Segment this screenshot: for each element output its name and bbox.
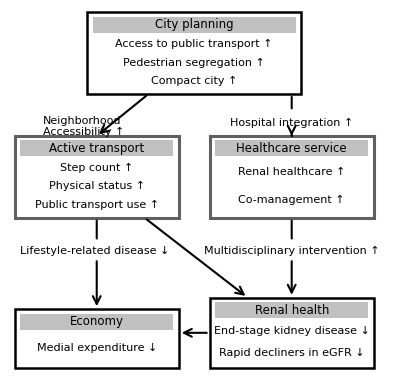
Text: Step count ↑: Step count ↑: [60, 163, 133, 173]
Text: Renal health: Renal health: [254, 304, 329, 317]
Text: Medial expenditure ↓: Medial expenditure ↓: [36, 343, 157, 353]
FancyBboxPatch shape: [215, 302, 368, 318]
FancyBboxPatch shape: [210, 136, 374, 218]
Text: Lifestyle-related disease ↓: Lifestyle-related disease ↓: [20, 246, 170, 256]
Text: Access to public transport ↑: Access to public transport ↑: [116, 39, 273, 49]
FancyBboxPatch shape: [93, 17, 296, 33]
Text: Compact city ↑: Compact city ↑: [151, 76, 238, 86]
Text: Rapid decliners in eGFR ↓: Rapid decliners in eGFR ↓: [219, 348, 364, 358]
Text: Pedestrian segregation ↑: Pedestrian segregation ↑: [123, 58, 265, 68]
FancyBboxPatch shape: [215, 141, 368, 156]
FancyBboxPatch shape: [14, 136, 179, 218]
Text: Economy: Economy: [70, 315, 124, 328]
FancyBboxPatch shape: [87, 12, 301, 94]
Text: Neighborhood
Accessibility ↑: Neighborhood Accessibility ↑: [43, 115, 124, 137]
Text: End-stage kidney disease ↓: End-stage kidney disease ↓: [214, 326, 370, 336]
Text: City planning: City planning: [155, 19, 234, 31]
FancyBboxPatch shape: [20, 141, 173, 156]
Text: Physical status ↑: Physical status ↑: [49, 181, 145, 191]
FancyBboxPatch shape: [14, 309, 179, 368]
Text: Active transport: Active transport: [49, 142, 144, 155]
Text: Hospital integration ↑: Hospital integration ↑: [230, 118, 353, 128]
Text: Co-management ↑: Co-management ↑: [238, 195, 345, 205]
Text: Multidisciplinary intervention ↑: Multidisciplinary intervention ↑: [204, 246, 380, 256]
Text: Public transport use ↑: Public transport use ↑: [35, 200, 159, 210]
FancyBboxPatch shape: [20, 313, 173, 330]
Text: Renal healthcare ↑: Renal healthcare ↑: [238, 167, 345, 177]
FancyBboxPatch shape: [210, 298, 374, 368]
Text: Healthcare service: Healthcare service: [236, 142, 347, 155]
